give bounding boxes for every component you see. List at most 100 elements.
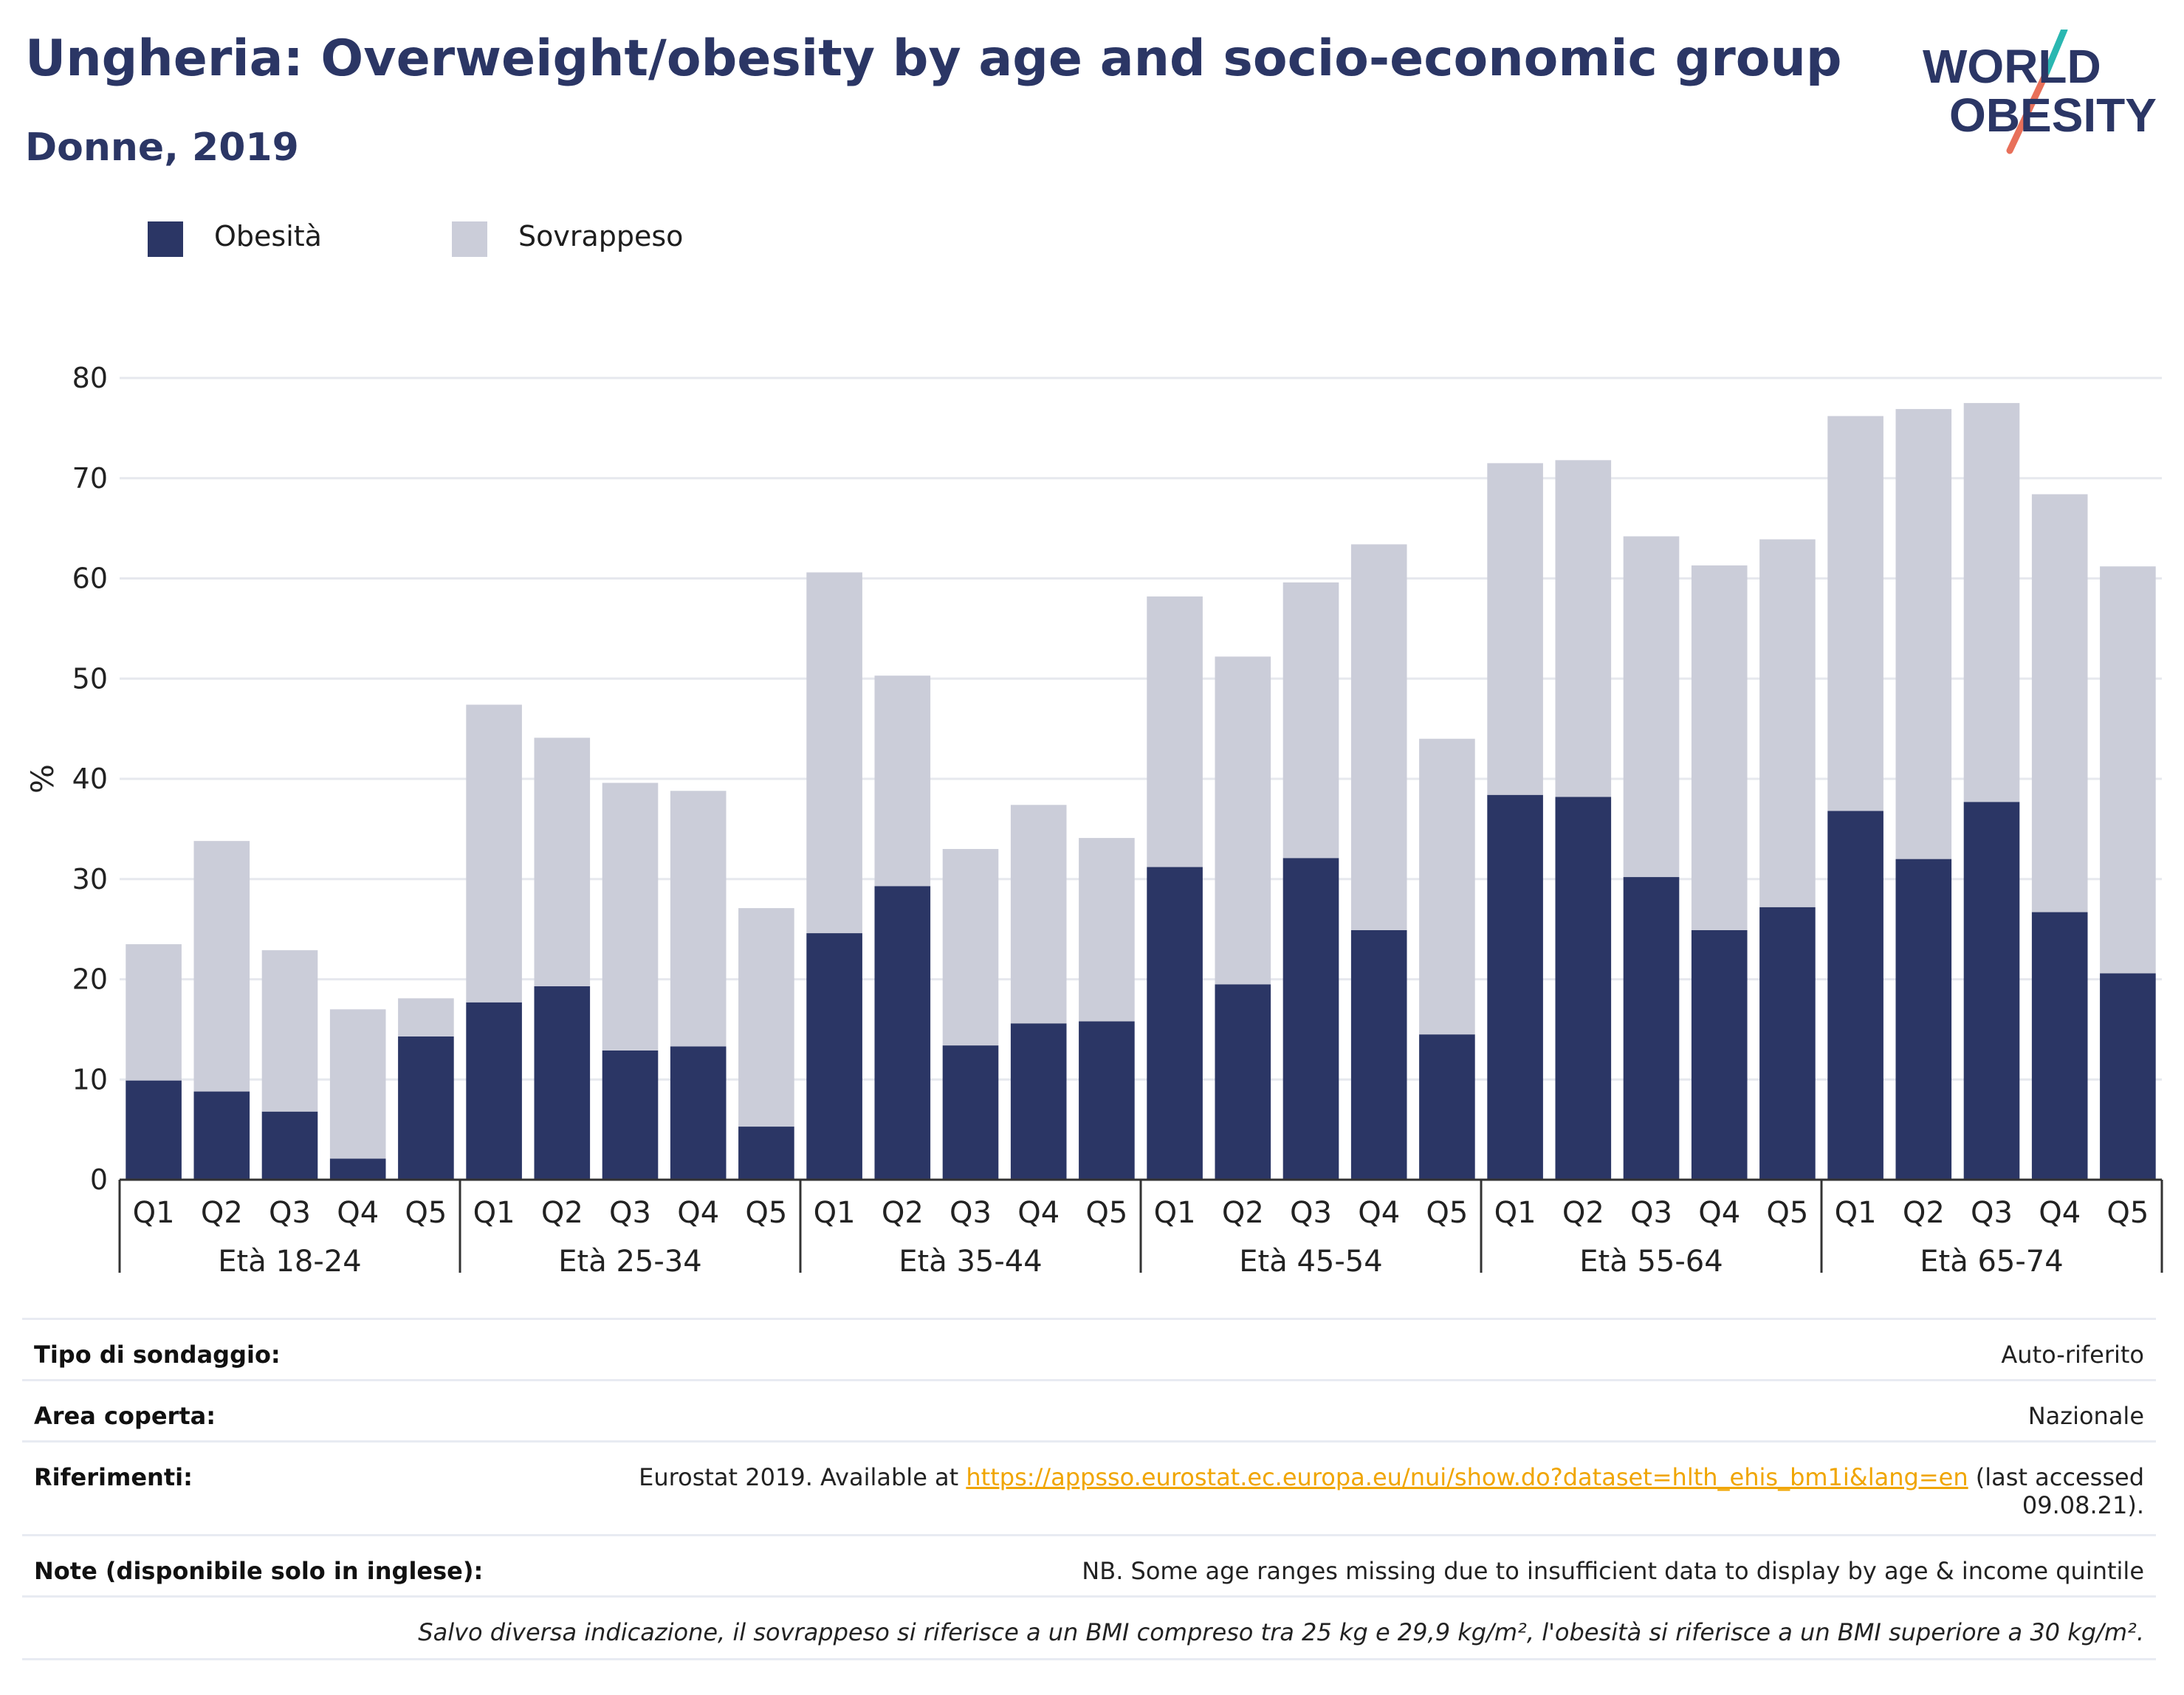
legend-swatch-obesity [148, 221, 183, 257]
bar-overweight-g3-q4 [1010, 805, 1067, 1024]
legend-label-overweight: Sovrappeso [518, 220, 684, 252]
logo-line-1: WORLD [1923, 40, 2101, 93]
info-row-references: Riferimenti: Eurostat 2019. Available at… [22, 1440, 2156, 1534]
bar-overweight-g4-q3 [1282, 582, 1339, 859]
bar-overweight-g3-q5 [1079, 838, 1135, 1022]
bar-obesity-g3-q2 [874, 886, 931, 1180]
logo-slash-bottom [2006, 72, 2049, 154]
x-tick-label-g4-q1: Q1 [1154, 1196, 1196, 1230]
x-tick-label-g2-q3: Q3 [609, 1196, 651, 1230]
bar-obesity-g6-q4 [2031, 912, 2088, 1180]
x-tick-label-g1-q5: Q5 [405, 1196, 447, 1230]
bar-obesity-g4-q1 [1147, 867, 1203, 1180]
bar-obesity-g1-q3 [261, 1111, 318, 1180]
chart-title: Ungheria: Overweight/obesity by age and … [25, 30, 1842, 88]
info-table: Tipo di sondaggio: Auto-riferito Area co… [22, 1318, 2156, 1660]
bar-overweight-g1-q1 [126, 943, 182, 1081]
bar-obesity-g5-q4 [1691, 929, 1748, 1180]
bar-overweight-g3-q3 [942, 849, 999, 1046]
bar-obesity-g4-q3 [1282, 858, 1339, 1180]
x-tick-label-g2-q5: Q5 [745, 1196, 787, 1230]
legend-swatch-overweight [452, 221, 487, 257]
bar-obesity-g4-q5 [1419, 1034, 1475, 1180]
bar-obesity-g5-q2 [1555, 797, 1612, 1180]
bmi-footnote: Salvo diversa indicazione, il sovrappeso… [418, 1618, 2144, 1646]
x-tick-label-g5-q1: Q1 [1494, 1196, 1536, 1230]
bar-obesity-g6-q2 [1895, 859, 1952, 1180]
references-link[interactable]: https://appsso.eurostat.ec.europa.eu/nui… [966, 1463, 1968, 1491]
info-row-survey: Tipo di sondaggio: Auto-riferito [22, 1318, 2156, 1379]
bar-obesity-g2-q2 [534, 986, 591, 1180]
bar-overweight-g6-q1 [1827, 416, 1883, 811]
bar-obesity-g2-q4 [670, 1046, 727, 1180]
bar-obesity-g1-q4 [329, 1158, 386, 1180]
x-tick-label-g3-q5: Q5 [1085, 1196, 1127, 1230]
bar-obesity-g2-q3 [602, 1050, 659, 1180]
y-tick-label-0: 0 [90, 1163, 108, 1196]
bar-obesity-g2-q5 [738, 1127, 794, 1180]
x-tick-label-g1-q2: Q2 [201, 1196, 243, 1230]
logo-slash-top [2042, 30, 2068, 79]
bar-overweight-g6-q2 [1895, 409, 1952, 859]
bar-overweight-g4-q4 [1350, 544, 1407, 930]
y-tick-label-70: 70 [72, 462, 108, 495]
bar-obesity-g5-q5 [1759, 907, 1816, 1180]
x-tick-label-g5-q4: Q4 [1698, 1196, 1740, 1230]
bar-overweight-g6-q5 [2100, 566, 2156, 974]
x-tick-label-g4-q5: Q5 [1426, 1196, 1468, 1230]
x-tick-label-g3-q4: Q4 [1017, 1196, 1060, 1230]
bar-overweight-g1-q2 [193, 841, 250, 1092]
group-label-6: Età 65-74 [1920, 1245, 2063, 1279]
x-tick-label-g2-q1: Q1 [473, 1196, 515, 1230]
bar-overweight-g3-q2 [874, 675, 931, 887]
bar-obesity-g3-q3 [942, 1045, 999, 1180]
x-tick-label-g6-q1: Q1 [1835, 1196, 1877, 1230]
area-covered-value: Nazionale [2027, 1402, 2144, 1430]
x-tick-label-g5-q5: Q5 [1766, 1196, 1808, 1230]
x-tick-label-g6-q3: Q3 [1971, 1196, 2013, 1230]
bar-overweight-g1-q3 [261, 950, 318, 1112]
area-covered-label: Area coperta: [34, 1402, 216, 1430]
x-tick-label-g4-q2: Q2 [1222, 1196, 1264, 1230]
bar-overweight-g2-q2 [534, 738, 591, 987]
bar-obesity-g6-q3 [1963, 802, 2020, 1180]
bar-obesity-g2-q1 [466, 1002, 522, 1180]
bar-overweight-g5-q1 [1487, 463, 1543, 795]
y-tick-label-40: 40 [72, 763, 108, 795]
x-tick-label-g4-q4: Q4 [1358, 1196, 1400, 1230]
bar-overweight-g1-q5 [398, 998, 454, 1036]
bar-obesity-g3-q4 [1010, 1023, 1067, 1180]
bar-overweight-g4-q2 [1215, 656, 1271, 985]
bar-obesity-g1-q5 [398, 1036, 454, 1180]
bar-overweight-g1-q4 [329, 1009, 386, 1159]
chart-subtitle: Donne, 2019 [25, 126, 299, 170]
x-tick-label-g4-q3: Q3 [1290, 1196, 1332, 1230]
y-tick-label-50: 50 [72, 662, 108, 695]
bar-obesity-g6-q1 [1827, 811, 1883, 1180]
group-label-1: Età 18-24 [218, 1245, 361, 1279]
x-tick-label-g5-q3: Q3 [1630, 1196, 1672, 1230]
y-axis-label: % [24, 764, 61, 794]
bar-overweight-g5-q3 [1623, 536, 1680, 878]
legend-label-obesity: Obesità [214, 220, 322, 252]
bar-chart: 0 10 20 30 40 50 60 70 80% Q1 Q2 Q3 Q4 Q5 Età 18-24 Q1 Q… [24, 362, 2163, 1279]
y-tick-label-60: 60 [72, 563, 108, 595]
bar-obesity-g1-q1 [126, 1080, 182, 1180]
info-row-footnote: Salvo diversa indicazione, il sovrappeso… [22, 1595, 2156, 1660]
bar-overweight-g4-q1 [1147, 596, 1203, 867]
group-label-3: Età 35-44 [899, 1245, 1042, 1279]
info-row-notes: Note (disponibile solo in inglese): NB. … [22, 1534, 2156, 1595]
references-prefix: Eurostat 2019. Available at [639, 1463, 966, 1491]
notes-label: Note (disponibile solo in inglese): [34, 1557, 484, 1585]
references-value: Eurostat 2019. Available at https://apps… [639, 1463, 2144, 1519]
x-tick-label-g2-q2: Q2 [541, 1196, 583, 1230]
notes-value: NB. Some age ranges missing due to insuf… [1082, 1557, 2144, 1585]
x-tick-label-g6-q4: Q4 [2039, 1196, 2081, 1230]
x-tick-label-g6-q2: Q2 [1903, 1196, 1945, 1230]
group-label-4: Età 45-54 [1239, 1245, 1382, 1279]
y-tick-label-20: 20 [72, 963, 108, 996]
bar-obesity-g5-q1 [1487, 794, 1543, 1180]
references-suffix: (last accessed [1968, 1463, 2144, 1491]
world-obesity-logo: WORLD OBESITY [1923, 30, 2157, 154]
bar-overweight-g5-q2 [1555, 460, 1612, 797]
